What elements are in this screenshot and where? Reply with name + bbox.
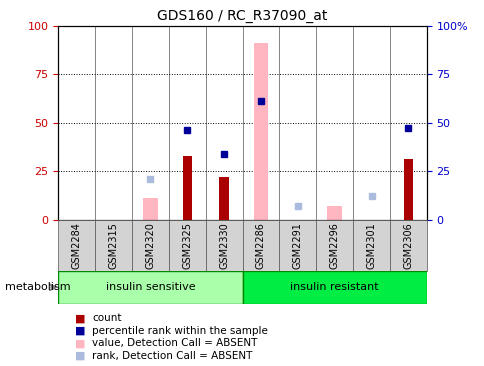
Title: GDS160 / RC_R37090_at: GDS160 / RC_R37090_at [157,9,327,23]
Text: GSM2306: GSM2306 [403,222,412,269]
FancyBboxPatch shape [58,271,242,304]
Text: GSM2286: GSM2286 [256,222,265,269]
Text: ■: ■ [75,351,86,361]
FancyBboxPatch shape [389,220,426,271]
FancyBboxPatch shape [132,220,168,271]
FancyBboxPatch shape [242,220,279,271]
FancyBboxPatch shape [205,220,242,271]
Bar [327,206,341,220]
Text: GSM2291: GSM2291 [292,222,302,269]
Text: GSM2320: GSM2320 [145,222,155,269]
Text: percentile rank within the sample: percentile rank within the sample [92,326,268,336]
Text: GSM2296: GSM2296 [329,222,339,269]
Text: GSM2330: GSM2330 [219,222,228,269]
FancyBboxPatch shape [168,220,205,271]
Text: GSM2284: GSM2284 [72,222,81,269]
FancyBboxPatch shape [352,220,389,271]
Bar [143,198,157,220]
Bar [182,156,191,220]
FancyBboxPatch shape [95,220,132,271]
FancyBboxPatch shape [58,220,95,271]
Bar [219,177,228,220]
FancyBboxPatch shape [316,220,352,271]
Text: GSM2325: GSM2325 [182,222,192,269]
Text: count: count [92,313,121,324]
Text: GSM2315: GSM2315 [108,222,118,269]
Bar [253,43,268,220]
FancyBboxPatch shape [242,271,426,304]
FancyBboxPatch shape [279,220,316,271]
Text: rank, Detection Call = ABSENT: rank, Detection Call = ABSENT [92,351,252,361]
Text: value, Detection Call = ABSENT: value, Detection Call = ABSENT [92,338,257,348]
Text: ■: ■ [75,338,86,348]
Text: insulin sensitive: insulin sensitive [106,282,195,292]
Text: ■: ■ [75,313,86,324]
Bar [403,160,412,220]
Text: ■: ■ [75,326,86,336]
Text: GSM2301: GSM2301 [366,222,376,269]
Text: metabolism: metabolism [5,282,70,292]
Text: insulin resistant: insulin resistant [290,282,378,292]
